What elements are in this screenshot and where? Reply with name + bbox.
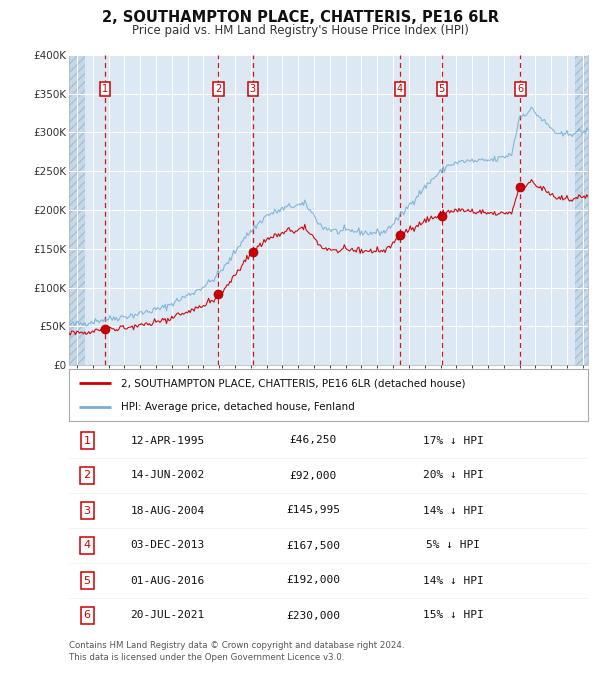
Text: 6: 6 xyxy=(517,84,523,94)
Text: £192,000: £192,000 xyxy=(286,575,340,585)
Text: £230,000: £230,000 xyxy=(286,611,340,620)
Text: £46,250: £46,250 xyxy=(289,435,337,445)
Text: 18-AUG-2004: 18-AUG-2004 xyxy=(130,505,205,515)
Text: 03-DEC-2013: 03-DEC-2013 xyxy=(130,541,205,551)
Text: 14% ↓ HPI: 14% ↓ HPI xyxy=(422,575,484,585)
Text: 4: 4 xyxy=(83,541,91,551)
Bar xyxy=(69,55,85,365)
Text: 5: 5 xyxy=(439,84,445,94)
Text: 5% ↓ HPI: 5% ↓ HPI xyxy=(426,541,480,551)
Text: 2: 2 xyxy=(215,84,221,94)
Text: HPI: Average price, detached house, Fenland: HPI: Average price, detached house, Fenl… xyxy=(121,402,355,412)
Text: 14-JUN-2002: 14-JUN-2002 xyxy=(130,471,205,481)
Text: 17% ↓ HPI: 17% ↓ HPI xyxy=(422,435,484,445)
Text: 12-APR-1995: 12-APR-1995 xyxy=(130,435,205,445)
Text: Contains HM Land Registry data © Crown copyright and database right 2024.: Contains HM Land Registry data © Crown c… xyxy=(69,641,404,650)
Text: 2, SOUTHAMPTON PLACE, CHATTERIS, PE16 6LR: 2, SOUTHAMPTON PLACE, CHATTERIS, PE16 6L… xyxy=(101,10,499,25)
Text: £145,995: £145,995 xyxy=(286,505,340,515)
Bar xyxy=(575,55,588,365)
Text: 1: 1 xyxy=(83,435,91,445)
Text: 4: 4 xyxy=(397,84,403,94)
Text: 5: 5 xyxy=(83,575,91,585)
Text: £92,000: £92,000 xyxy=(289,471,337,481)
Text: 2: 2 xyxy=(83,471,91,481)
Text: 14% ↓ HPI: 14% ↓ HPI xyxy=(422,505,484,515)
Text: This data is licensed under the Open Government Licence v3.0.: This data is licensed under the Open Gov… xyxy=(69,653,344,662)
Text: Price paid vs. HM Land Registry's House Price Index (HPI): Price paid vs. HM Land Registry's House … xyxy=(131,24,469,37)
Text: 3: 3 xyxy=(83,505,91,515)
Text: 01-AUG-2016: 01-AUG-2016 xyxy=(130,575,205,585)
Text: 6: 6 xyxy=(83,611,91,620)
Text: 20% ↓ HPI: 20% ↓ HPI xyxy=(422,471,484,481)
Text: 20-JUL-2021: 20-JUL-2021 xyxy=(130,611,205,620)
Text: 1: 1 xyxy=(102,84,108,94)
Text: £167,500: £167,500 xyxy=(286,541,340,551)
Text: 2, SOUTHAMPTON PLACE, CHATTERIS, PE16 6LR (detached house): 2, SOUTHAMPTON PLACE, CHATTERIS, PE16 6L… xyxy=(121,378,466,388)
Text: 3: 3 xyxy=(250,84,256,94)
Text: 15% ↓ HPI: 15% ↓ HPI xyxy=(422,611,484,620)
